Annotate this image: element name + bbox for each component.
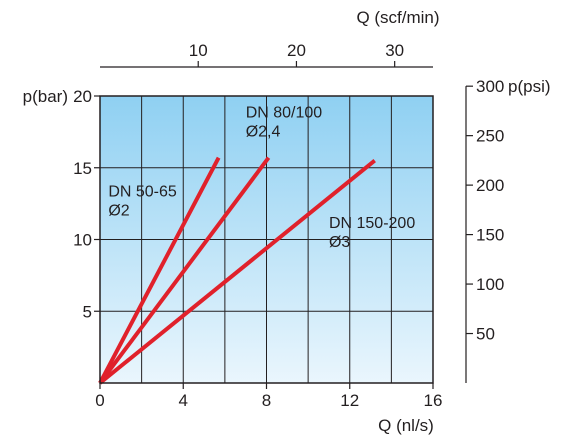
series-line-1 xyxy=(98,156,221,384)
annotation-line: DN 80/100 xyxy=(246,105,323,122)
right-tick-label: 200 xyxy=(476,176,504,195)
series-layer xyxy=(98,156,376,385)
annotations: DN 50-65 Ø2 DN 80/100 Ø2,4 DN 150-200 Ø3 xyxy=(108,105,415,251)
right-tick-label: 100 xyxy=(476,275,504,294)
annotation-line: DN 150-200 xyxy=(329,215,415,232)
x-axis-title: Q (nl/s) xyxy=(378,416,434,435)
y-tick-label: 5 xyxy=(83,302,92,321)
top-tick-label: 10 xyxy=(189,41,208,60)
x-tick-label: 8 xyxy=(262,391,271,410)
series-line-2 xyxy=(98,156,271,385)
y-tick-label: 20 xyxy=(73,87,92,106)
top-tick-label: 30 xyxy=(385,41,404,60)
right-tick-label: 250 xyxy=(476,127,504,146)
annotation-line: DN 50-65 xyxy=(108,183,177,200)
y-axis-title: p(bar) xyxy=(23,87,68,106)
y-tick-label: 10 xyxy=(73,231,92,250)
x-tick-label: 0 xyxy=(95,391,104,410)
right-tick-label: 300 xyxy=(476,77,504,96)
series-annotation: DN 50-65 Ø2 xyxy=(108,183,177,219)
annotation-line: Ø2,4 xyxy=(246,124,281,141)
top-tick-label: 20 xyxy=(287,41,306,60)
top-axis-title: Q (scf/min) xyxy=(356,8,439,27)
axes: 0 4 8 12 16 5 10 15 20 10 20 30 50 100 150 200 250 300 xyxy=(73,41,504,410)
right-tick-label: 150 xyxy=(476,226,504,245)
series-annotation: DN 80/100 Ø2,4 xyxy=(246,105,323,141)
right-tick-label: 50 xyxy=(476,325,495,344)
series-annotation: DN 150-200 Ø3 xyxy=(329,215,415,251)
series-line-3 xyxy=(98,159,376,385)
x-tick-label: 16 xyxy=(424,391,443,410)
annotation-line: Ø3 xyxy=(329,234,350,251)
x-tick-label: 4 xyxy=(179,391,188,410)
x-tick-label: 12 xyxy=(340,391,359,410)
annotation-line: Ø2 xyxy=(108,202,129,219)
y-tick-label: 15 xyxy=(73,159,92,178)
right-axis-title: p(psi) xyxy=(508,77,551,96)
